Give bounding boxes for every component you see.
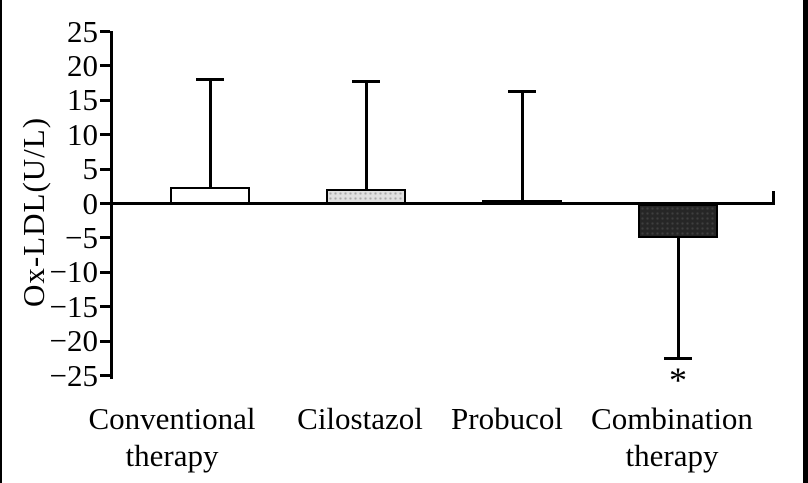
error-bar-line-probucol (520, 91, 524, 201)
y-axis-tick-label: −15 (49, 288, 98, 324)
y-axis-tick (100, 236, 110, 240)
category-label-line: Cilostazol (297, 401, 423, 436)
error-bar-line-cilostazol (364, 81, 368, 190)
significance-asterisk: * (669, 360, 687, 401)
error-bar-cap-combination-therapy (664, 356, 692, 360)
category-label-line: therapy (625, 438, 719, 473)
y-axis-tick (100, 305, 110, 309)
y-axis-tick-label: 5 (82, 151, 99, 187)
error-bar-cap-conventional-therapy (196, 78, 224, 82)
error-bar-line-conventional-therapy (208, 79, 212, 187)
right-edge-line (803, 0, 808, 483)
bar-combination-therapy (638, 203, 718, 238)
y-axis-tick (100, 133, 110, 137)
y-axis-tick-label: 10 (67, 116, 98, 152)
category-label-combination-therapy: Combination therapy (552, 400, 792, 474)
error-bar-cap-cilostazol (352, 80, 380, 84)
y-axis-tick-label: −10 (49, 254, 98, 290)
y-axis-tick (100, 64, 110, 68)
y-axis-tick (100, 98, 110, 102)
y-axis-tick (100, 202, 110, 205)
y-axis-tick (100, 270, 110, 274)
x-axis-line (110, 202, 775, 205)
y-axis-tick (100, 167, 110, 171)
y-axis-tick-label: −20 (49, 323, 98, 359)
y-axis-tick (100, 374, 110, 377)
y-axis-tick (100, 339, 110, 343)
y-axis-tick-label: 15 (67, 82, 98, 118)
x-axis-end-tick (772, 190, 775, 204)
category-label-conventional-therapy: Conventional therapy (52, 400, 292, 474)
y-axis-tick-label: −25 (49, 357, 98, 393)
y-axis-tick-label: 0 (82, 185, 99, 221)
y-axis-tick-label: 20 (67, 47, 98, 83)
category-label-line: Conventional (88, 401, 256, 436)
category-label-line: therapy (125, 438, 219, 473)
category-label-probucol: Probucol (387, 400, 627, 437)
category-label-line: Combination (591, 401, 753, 436)
error-bar-cap-probucol (508, 89, 536, 93)
y-axis-tick-label: 25 (67, 13, 98, 49)
error-bar-line-combination-therapy (676, 235, 680, 359)
category-label-line: Probucol (451, 401, 563, 436)
y-axis-tick (100, 30, 110, 33)
y-axis-tick-label: −5 (65, 219, 98, 255)
category-label-cilostazol: Cilostazol (240, 400, 480, 437)
left-edge-line (0, 0, 2, 483)
